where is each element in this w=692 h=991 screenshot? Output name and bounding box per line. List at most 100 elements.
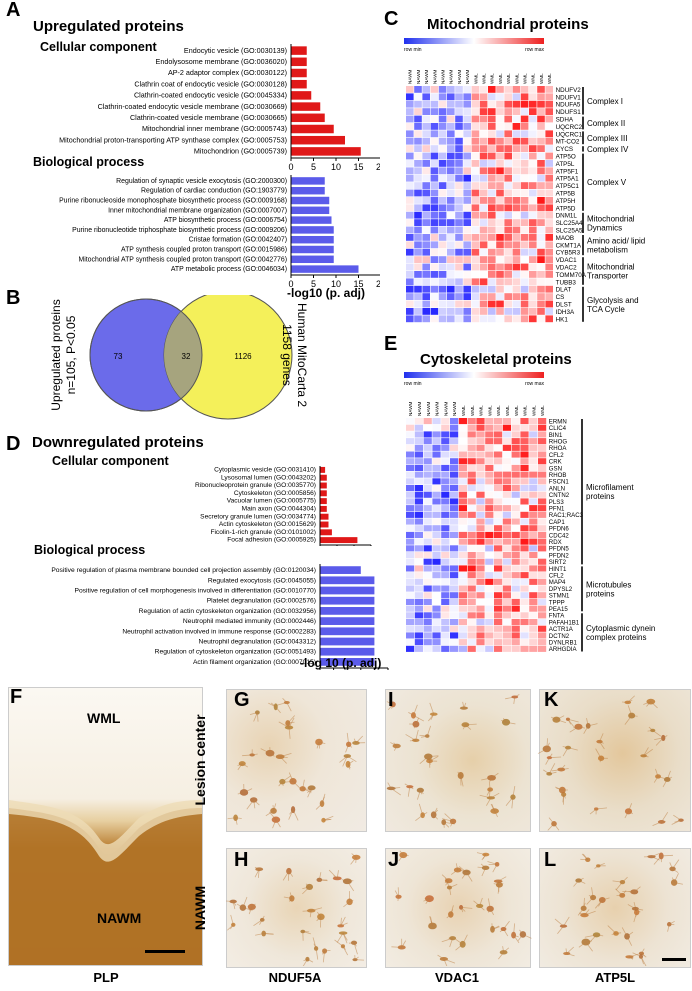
heat-cell xyxy=(545,167,553,175)
heat-cell xyxy=(512,219,521,226)
heat-cell xyxy=(458,625,467,632)
cell-process xyxy=(627,695,635,703)
column-header: NAWM xyxy=(443,401,448,416)
cell-process xyxy=(311,907,323,912)
cell-process xyxy=(672,868,679,873)
heat-cell xyxy=(455,241,463,249)
cell-process xyxy=(643,701,651,705)
bar-label: Purine ribonucleoside monophosphate bios… xyxy=(59,197,287,204)
heat-cell xyxy=(458,491,467,498)
cell-process xyxy=(242,763,249,768)
heat-cell xyxy=(432,431,441,438)
heat-cell xyxy=(467,612,476,619)
down-cc-chart: Cytoplasmic vesicle (GO:0031410)Lysosoma… xyxy=(195,466,372,546)
heat-cell xyxy=(467,585,476,592)
heat-cell xyxy=(467,558,476,565)
heat-cell xyxy=(502,619,511,626)
cell-process xyxy=(340,922,348,927)
heat-cell xyxy=(471,115,480,123)
heat-cell xyxy=(488,152,496,160)
heat-cell xyxy=(471,160,480,167)
heat-cell xyxy=(529,458,538,465)
cell-process xyxy=(324,949,331,952)
heat-cell xyxy=(545,152,553,160)
heat-cell xyxy=(479,285,488,293)
column-header: NAWM xyxy=(465,69,470,84)
bar-label: AP-2 adaptor complex (GO:0030122) xyxy=(168,68,287,77)
group-label: Complex IV xyxy=(587,145,629,154)
heat-cell xyxy=(471,226,480,234)
cell-process xyxy=(354,956,359,960)
heat-cell xyxy=(529,308,537,315)
cell-process xyxy=(514,694,520,698)
cell-process xyxy=(253,712,258,722)
x-tick-label: 15 xyxy=(353,162,363,172)
cell-process xyxy=(280,756,288,758)
column-header: WML xyxy=(539,73,544,84)
cell-process xyxy=(513,934,519,938)
heat-cell xyxy=(414,108,422,115)
heat-cell xyxy=(414,137,422,145)
cell-process xyxy=(242,896,248,908)
heat-cell xyxy=(432,545,441,552)
heat-cell xyxy=(432,438,441,445)
heat-cell xyxy=(512,145,521,152)
heat-cell xyxy=(494,485,503,492)
column-header: WML xyxy=(479,405,484,416)
heat-cell xyxy=(406,300,414,308)
heat-cell xyxy=(512,211,521,219)
heat-row-label: NDUFA5 xyxy=(556,102,581,109)
heat-cell xyxy=(406,308,414,315)
heat-cell xyxy=(447,256,455,263)
cell-process xyxy=(321,793,326,804)
heat-cell xyxy=(423,585,432,592)
cell-process xyxy=(589,808,597,815)
panel-letter-a: A xyxy=(6,0,21,21)
stained-cell xyxy=(482,852,490,857)
heat-cell xyxy=(537,152,545,160)
heat-cell xyxy=(504,123,512,130)
heat-cell xyxy=(432,619,441,626)
heat-cell xyxy=(537,211,545,219)
heat-cell xyxy=(423,639,432,646)
bar xyxy=(320,627,375,636)
heat-cell xyxy=(406,167,414,175)
heat-cell xyxy=(502,565,511,572)
cell-process xyxy=(407,786,411,797)
heat-cell xyxy=(496,234,504,241)
cell-process xyxy=(486,797,492,806)
heat-cell xyxy=(476,525,485,532)
heat-cell xyxy=(529,115,537,123)
heat-cell xyxy=(406,248,414,256)
heat-cell xyxy=(529,491,538,498)
cell-process xyxy=(635,912,638,917)
heat-cell xyxy=(406,123,414,130)
heat-cell xyxy=(504,226,512,234)
heat-cell xyxy=(494,625,503,632)
heat-cell xyxy=(455,204,463,212)
heat-cell xyxy=(422,211,430,219)
cell-process xyxy=(513,934,520,944)
heat-cell xyxy=(422,204,430,212)
heat-cell xyxy=(520,285,529,293)
heat-cell xyxy=(479,256,488,263)
cell-process xyxy=(567,747,578,751)
cell-process xyxy=(634,886,641,893)
cell-process xyxy=(655,737,664,746)
venn-right-label-2: 1158 genes xyxy=(280,324,294,386)
group-label: complex proteins xyxy=(586,633,646,642)
heat-cell xyxy=(447,248,455,256)
cell-process xyxy=(322,950,325,963)
cell-process xyxy=(594,865,599,869)
heat-cell xyxy=(414,293,422,300)
cell-process xyxy=(347,755,357,763)
heat-cell xyxy=(504,219,512,226)
heat-cell xyxy=(488,263,496,271)
heat-cell xyxy=(538,592,547,599)
heat-row-label: ATP5A1 xyxy=(556,176,579,183)
cell-process xyxy=(255,933,264,936)
up-bp-title: Biological process xyxy=(33,155,145,169)
cell-process xyxy=(654,737,664,741)
bar xyxy=(320,505,327,512)
heat-cell xyxy=(537,130,545,138)
